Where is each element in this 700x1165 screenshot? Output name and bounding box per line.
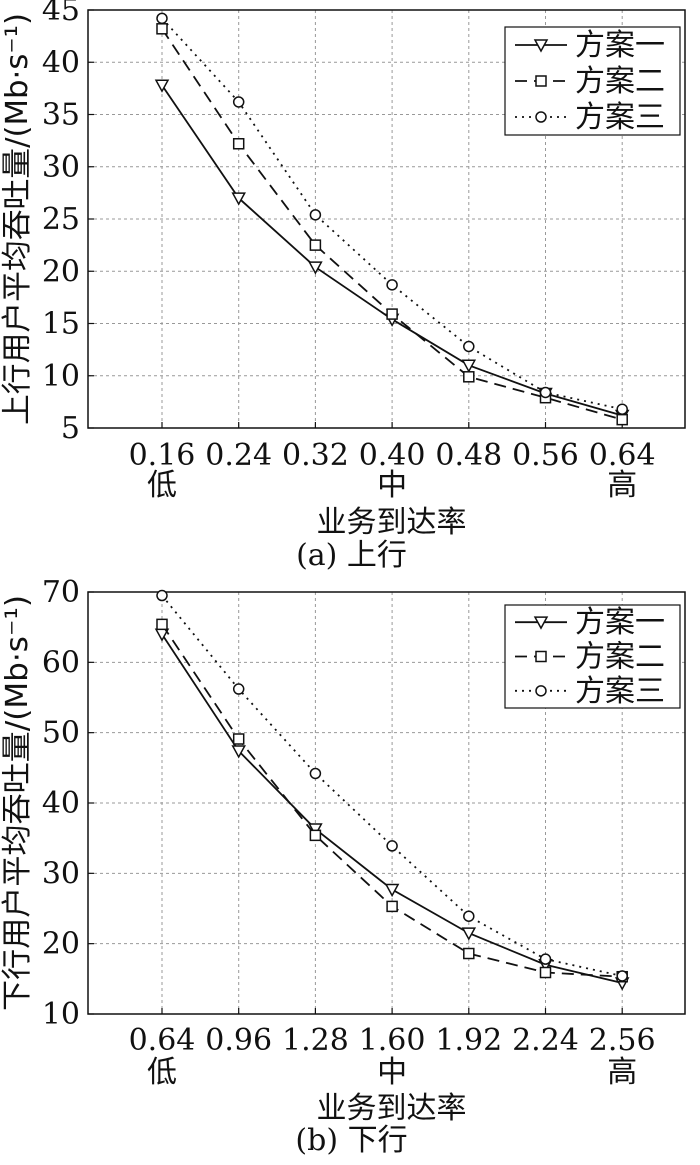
grid (88, 10, 685, 428)
data-point (539, 953, 552, 965)
legend-label: 方案三 (575, 100, 665, 135)
data-point (463, 947, 475, 960)
x-tick-label: 0.56 (512, 438, 579, 473)
data-point (154, 79, 170, 93)
data-point (232, 683, 245, 695)
data-point (616, 413, 628, 426)
y-tick-label: 50 (42, 716, 80, 751)
x-axis-label: 业务到达率 (317, 1091, 467, 1126)
data-point (232, 96, 245, 108)
y-tick-label: 20 (42, 254, 80, 289)
legend-label: 方案二 (575, 64, 665, 99)
x-tick-label: 0.40 (359, 438, 426, 473)
data-point (539, 966, 552, 979)
legend-label: 方案三 (575, 674, 665, 709)
data-point (232, 733, 245, 745)
y-tick-label: 20 (42, 927, 80, 962)
y-tick-label: 40 (42, 786, 80, 821)
data-point (386, 308, 398, 320)
x-level-label: 高 (607, 468, 637, 503)
chart-caption: (b) 下行 (295, 1123, 407, 1158)
data-point (308, 261, 323, 275)
data-point (463, 340, 475, 353)
x-tick-label: 0.96 (205, 1023, 272, 1058)
data-point (232, 138, 245, 150)
chart-caption: (a) 上行 (296, 538, 407, 573)
legend-label: 方案二 (575, 640, 665, 675)
data-point (156, 12, 168, 25)
x-tick-label: 1.28 (282, 1023, 349, 1058)
legend-marker (533, 39, 549, 53)
legend-label: 方案一 (575, 605, 665, 640)
data-point (231, 745, 246, 759)
x-tick-label: 0.32 (282, 438, 349, 473)
y-tick-label: 60 (42, 645, 80, 680)
x-tick-label: 0.64 (129, 1023, 196, 1058)
data-point (309, 239, 322, 251)
y-tick-label: 35 (42, 98, 80, 133)
data-point (309, 829, 322, 842)
x-level-label: 低 (147, 468, 177, 503)
x-level-label: 中 (377, 468, 407, 503)
chart-2: 10 20 30 40 50 60 70 0.64低 0.96 1.28 1.60中 1.92 2.24… (0, 575, 686, 1158)
x-tick-label: 2.56 (589, 1023, 656, 1058)
data-point (463, 371, 475, 383)
x-tick-label: 2.24 (512, 1023, 579, 1058)
series-方案二 (156, 23, 628, 426)
y-axis-label: 下行用户平均吞吐量/(Mb·s⁻¹) (0, 595, 35, 1011)
y-tick-label: 45 (42, 0, 80, 28)
y-tick-label: 10 (42, 359, 80, 394)
data-point (156, 618, 168, 631)
legend-marker (535, 111, 547, 123)
x-tick-label: 1.92 (435, 1023, 502, 1058)
data-point (616, 970, 628, 982)
data-point (386, 279, 398, 291)
x-axis-label: 业务到达率 (317, 505, 467, 540)
legend-label: 方案一 (575, 28, 665, 63)
legend-marker (535, 650, 547, 663)
x-tick-label: 0.16 (129, 438, 196, 473)
x-tick-label: 1.60 (359, 1023, 426, 1058)
data-point (386, 900, 398, 913)
x-level-label: 中 (377, 1055, 407, 1090)
legend-marker (535, 75, 547, 87)
y-tick-label: 15 (42, 307, 80, 342)
data-point (539, 386, 552, 399)
data-point (156, 23, 168, 35)
data-point (461, 359, 477, 373)
y-axis-label: 上行用户平均吞吐量/(Mb·s⁻¹) (0, 13, 35, 425)
y-tick-label: 25 (42, 202, 80, 237)
y-tick-label: 30 (42, 856, 80, 891)
x-tick-label: 0.24 (205, 438, 272, 473)
x-tick-label: 0.48 (435, 438, 502, 473)
data-point (308, 823, 323, 837)
data-point (463, 910, 475, 922)
data-point (386, 840, 398, 852)
y-tick-label: 30 (42, 150, 80, 185)
data-point (384, 883, 400, 898)
y-tick-label: 5 (61, 411, 80, 446)
grid (88, 592, 685, 1014)
x-tick-label: 0.64 (589, 438, 656, 473)
data-point (231, 192, 246, 206)
chart-1: 5 10 15 20 25 30 35 40 45 0.16低 0.24 0.32 0.40中 0.48 0… (0, 0, 686, 573)
data-point (156, 589, 168, 602)
data-point (616, 403, 628, 415)
data-point (461, 927, 477, 941)
y-tick-label: 10 (42, 997, 80, 1032)
data-point (309, 767, 322, 780)
y-tick-label: 70 (42, 575, 80, 610)
x-level-label: 高 (607, 1055, 637, 1090)
y-tick-label: 40 (42, 45, 80, 80)
series-方案三 (156, 589, 628, 982)
data-point (309, 209, 322, 221)
legend-marker (535, 685, 547, 697)
series-方案三 (156, 12, 628, 415)
x-level-label: 低 (147, 1055, 177, 1090)
legend-marker (533, 616, 549, 630)
